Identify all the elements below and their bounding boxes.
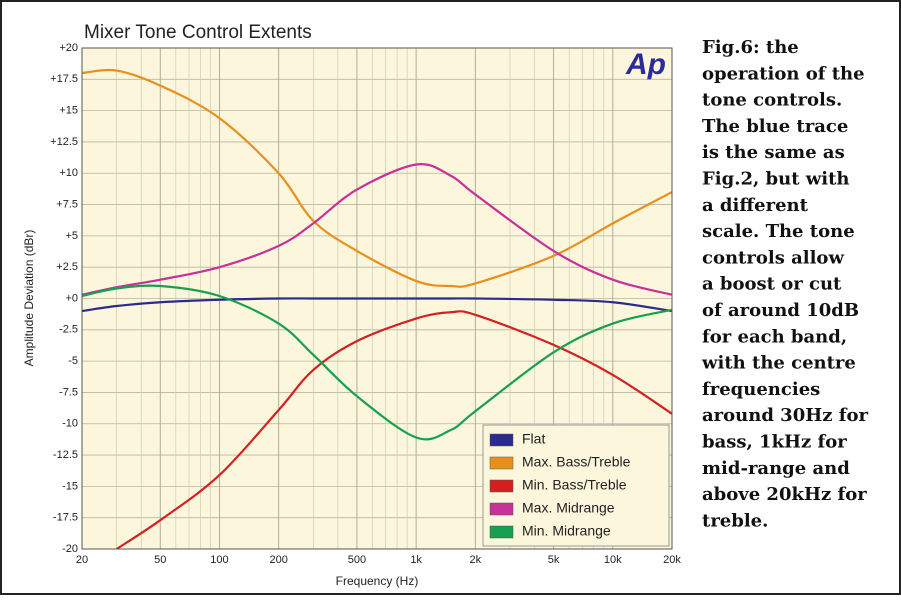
caption-line: operation of the [702,63,865,84]
caption-line: for each band, [702,326,847,347]
x-tick-label: 10k [604,554,622,566]
legend-label: Min. Midrange [522,523,611,539]
x-tick-label: 20 [76,554,88,566]
caption-line: treble. [702,510,768,531]
plot-border [81,47,673,550]
y-tick-label: +12.5 [50,136,78,148]
chart-title: Mixer Tone Control Extents [84,22,312,43]
caption-line: controls allow [702,247,844,268]
y-tick-label: -2.5 [59,324,78,336]
x-tick-label: 200 [269,554,287,566]
caption-line: bass, 1kHz for [702,432,847,453]
caption-line: scale. The tone [702,221,855,242]
y-tick-label: +20 [59,42,78,54]
legend-swatch [489,525,514,539]
y-tick-label: +10 [59,167,78,179]
series-line [116,310,672,549]
y-tick-label: -10 [62,418,78,430]
y-tick-label: +0 [65,292,78,304]
legend-label: Min. Bass/Treble [522,477,627,493]
y-tick-label: -7.5 [59,386,78,398]
y-tick-label: +2.5 [56,261,78,273]
caption-line: is the same as [702,142,845,163]
caption-line: a boost or cut [702,274,842,295]
caption-line: Fig.6: the [702,37,799,58]
legend-swatch [489,456,514,470]
caption-line: a different [702,195,809,216]
y-tick-label: +5 [65,230,78,242]
y-tick-label: -15 [62,480,78,492]
x-tick-label: 100 [210,554,228,566]
legend-label: Max. Bass/Treble [522,454,631,470]
series-line [82,68,672,288]
x-tick-label: 2k [470,554,482,566]
caption-line: Fig.2, but with [702,169,850,190]
y-tick-label: +17.5 [50,73,78,85]
series-line [82,163,672,296]
legend-entries: Flat Max. Bass/Treble Min. Bass/Treble Max.… [489,431,631,539]
caption-line: tone controls. [702,90,842,111]
legend-swatch [489,479,514,493]
x-tick-label: 500 [348,554,366,566]
caption-line: around 30Hz for [702,405,868,426]
y-axis-label: Amplitude Deviation (dBr) [22,230,36,367]
lines [82,68,672,549]
y-tick-label: +7.5 [56,198,78,210]
x-tick-label: 50 [154,554,166,566]
y-tick-label: -12.5 [53,449,78,461]
caption: Fig.6: the operation of the tone controls.… [701,37,868,531]
legend-swatch [489,433,514,447]
caption-line: mid-range and [702,458,850,479]
legend [482,424,670,547]
y-tick-label: -5 [68,355,78,367]
legend-label: Max. Midrange [522,500,615,516]
caption-line: above 20kHz for [702,484,867,505]
caption-line: frequencies [702,379,820,400]
y-tick-label: -20 [62,543,78,555]
y-tick-label: -17.5 [53,512,78,524]
caption-line: The blue trace [702,116,848,137]
legend-label: Flat [522,431,545,447]
series-line [82,297,672,313]
legend-swatch [489,502,514,516]
series-line [82,284,672,441]
x-tick-label: 5k [548,554,560,566]
x-tick-label: 20k [663,554,681,566]
y-tick-label: +15 [59,105,78,117]
logo: Ap [625,48,666,81]
x-tick-label: 1k [410,554,422,566]
caption-line: with the centre [701,353,856,374]
x-axis-label: Frequency (Hz) [336,574,419,588]
caption-line: of around 10dB [702,300,859,321]
